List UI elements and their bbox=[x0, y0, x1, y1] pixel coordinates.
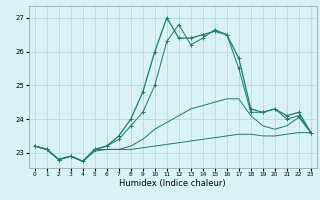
X-axis label: Humidex (Indice chaleur): Humidex (Indice chaleur) bbox=[119, 179, 226, 188]
